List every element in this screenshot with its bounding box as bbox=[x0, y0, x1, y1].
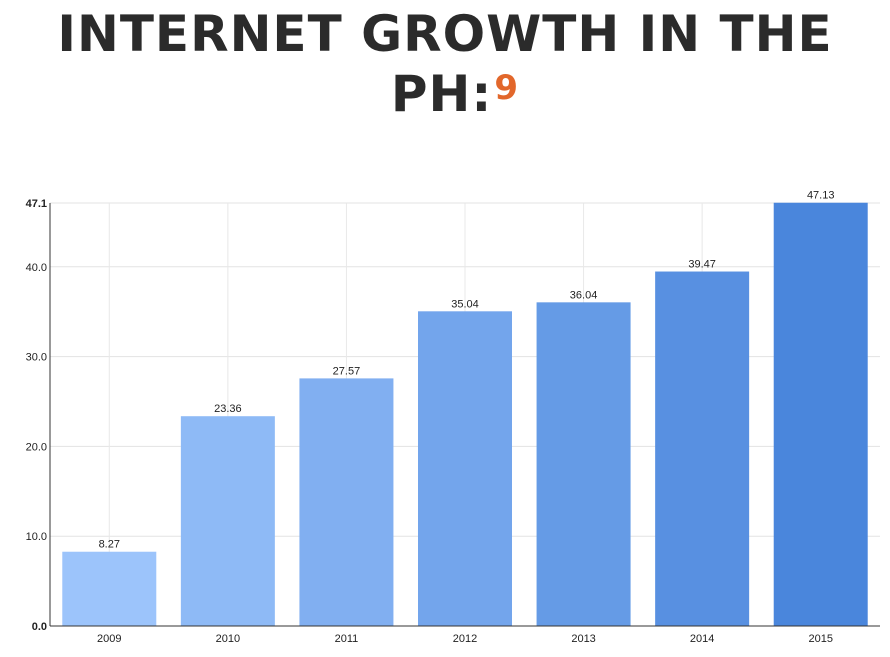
y-tick-label: 20.0 bbox=[26, 441, 47, 453]
footnote-marker: 9 bbox=[494, 68, 520, 108]
x-tick-label: 2012 bbox=[453, 633, 477, 645]
data-label-2012: 35.04 bbox=[451, 298, 479, 310]
bar-2013 bbox=[536, 302, 631, 626]
bar-2015 bbox=[773, 202, 868, 626]
bar-2009 bbox=[62, 551, 157, 626]
y-tick-label: 40.0 bbox=[26, 262, 47, 274]
x-tick-label: 2009 bbox=[97, 633, 121, 645]
y-tick-label: 30.0 bbox=[26, 352, 47, 364]
data-label-2010: 23.36 bbox=[214, 403, 242, 415]
y-tick-label: 47.1 bbox=[26, 198, 47, 210]
data-label-2015: 47.13 bbox=[807, 190, 835, 202]
bar-2014 bbox=[655, 271, 750, 626]
data-label-2009: 8.27 bbox=[99, 539, 120, 551]
y-tick-label: 10.0 bbox=[26, 531, 47, 543]
x-tick-label: 2015 bbox=[808, 633, 832, 645]
data-label-2011: 27.57 bbox=[333, 365, 361, 377]
data-label-2013: 36.04 bbox=[570, 289, 598, 301]
title-line-1: INTERNET GROWTH IN THE bbox=[57, 5, 833, 63]
chart-bars bbox=[62, 202, 868, 626]
bar-2012 bbox=[418, 311, 512, 626]
title-line-2-text: PH: bbox=[390, 65, 493, 123]
chart-labels: 0.0 10.0 20.0 30.0 40.0 47.1 8.27 2009 23.36 2010… bbox=[26, 190, 835, 645]
data-label-2014: 39.47 bbox=[688, 259, 716, 271]
bar-chart: 0.0 10.0 20.0 30.0 40.0 47.1 8.27 2009 23.36 2010… bbox=[26, 190, 880, 645]
bar-2010 bbox=[180, 416, 275, 626]
title-line-2: PH:9 bbox=[371, 65, 519, 123]
x-tick-label: 2014 bbox=[690, 633, 714, 645]
bar-2011 bbox=[299, 378, 394, 626]
x-tick-label: 2013 bbox=[571, 633, 595, 645]
chart-axes bbox=[49, 203, 880, 627]
x-tick-label: 2010 bbox=[216, 633, 240, 645]
x-tick-label: 2011 bbox=[335, 633, 359, 645]
page-title: INTERNET GROWTH IN THE PH:9 bbox=[0, 4, 890, 124]
y-tick-label: 0.0 bbox=[32, 621, 47, 633]
